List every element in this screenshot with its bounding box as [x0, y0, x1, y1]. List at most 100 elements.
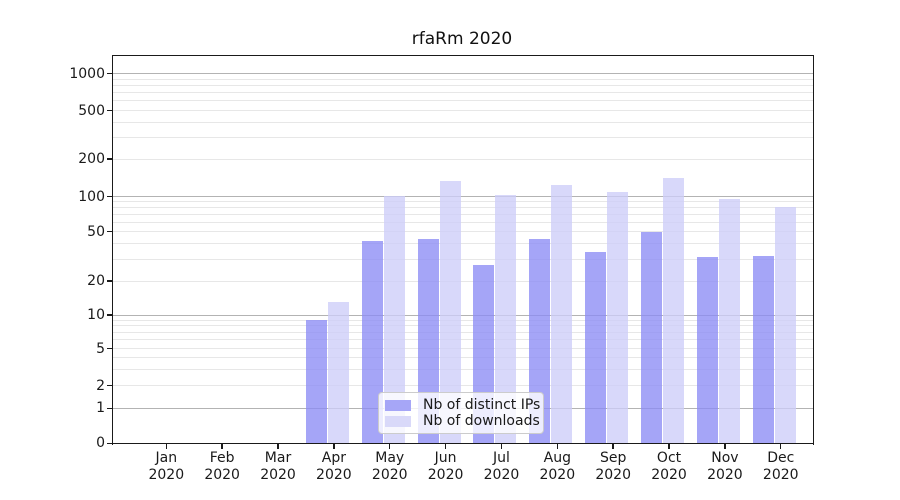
legend-item-distinct-ips: Nb of distinct IPs	[385, 397, 541, 413]
bar-downloads-apr	[327, 302, 349, 443]
x-tick-may	[389, 444, 391, 450]
y-tick-label-20: 20	[87, 273, 105, 289]
bar-distinct-ips-oct	[641, 231, 663, 443]
gridline-minor-20	[113, 280, 813, 282]
x-tick-label-nov: Nov 2020	[707, 450, 743, 483]
bar-distinct-ips-may	[361, 241, 383, 443]
legend-swatch-downloads	[385, 415, 411, 427]
chart-title: rfaRm 2020	[411, 29, 513, 49]
gridline-minor-600	[113, 100, 813, 102]
gridline-major-100	[113, 196, 813, 197]
bar-downloads-oct	[663, 178, 685, 443]
x-tick-oct	[668, 444, 670, 450]
bar-downloads-nov	[718, 199, 740, 443]
bar-distinct-ips-jun	[417, 238, 439, 443]
gridline-minor-30	[113, 258, 813, 260]
y-tick-20	[106, 280, 112, 282]
gridline-minor-60	[113, 221, 813, 223]
y-tick-1	[106, 407, 112, 409]
x-tick-nov	[724, 444, 726, 450]
gridline-minor-800	[113, 85, 813, 87]
gridline-minor-7	[113, 331, 813, 333]
gridline-minor-3	[113, 368, 813, 370]
bar-distinct-ips-sep	[585, 252, 607, 443]
gridline-minor-80	[113, 207, 813, 209]
y-tick-10	[106, 314, 112, 316]
y-tick-label-500: 500	[78, 102, 105, 119]
bar-downloads-jun	[439, 181, 461, 443]
bar-downloads-may	[383, 195, 405, 443]
gridline-major-1000	[113, 73, 813, 75]
legend-label-distinct-ips: Nb of distinct IPs	[423, 397, 541, 413]
gridline-minor-6	[113, 339, 813, 341]
bar-downloads-jul	[495, 194, 517, 443]
spine-left	[111, 54, 113, 445]
y-tick-label-5: 5	[96, 340, 105, 357]
y-tick-5	[106, 347, 112, 350]
legend: Nb of distinct IPs Nb of downloads	[378, 392, 544, 434]
x-tick-aug	[556, 444, 558, 450]
y-tick-200	[106, 158, 112, 160]
x-tick-label-may: May 2020	[371, 450, 408, 483]
x-tick-label-mar: Mar 2020	[260, 450, 296, 483]
x-tick-label-jan: Jan 2020	[148, 450, 185, 483]
x-tick-label-jul: Jul 2020	[483, 450, 520, 483]
y-tick-label-1: 1	[96, 400, 105, 417]
y-tick-50	[106, 231, 112, 233]
x-tick-sep	[612, 444, 614, 450]
y-tick-500	[106, 110, 112, 112]
x-tick-jun	[444, 444, 447, 450]
legend-swatch-distinct-ips	[385, 399, 411, 411]
bar-distinct-ips-dec	[752, 255, 774, 443]
y-tick-0	[106, 442, 112, 444]
gridline-minor-700	[113, 92, 813, 94]
x-tick-label-dec: Dec 2020	[762, 450, 799, 483]
legend-item-downloads: Nb of downloads	[385, 413, 540, 429]
spine-right	[812, 54, 814, 445]
spine-bottom	[111, 443, 814, 445]
y-tick-label-2: 2	[96, 377, 105, 394]
y-tick-label-100: 100	[78, 188, 105, 205]
gridline-minor-2	[113, 385, 813, 386]
x-tick-mar	[277, 444, 279, 450]
x-tick-label-jun: Jun 2020	[427, 450, 464, 483]
bar-downloads-aug	[551, 185, 573, 443]
x-tick-label-feb: Feb 2020	[204, 450, 240, 483]
y-tick-2	[106, 384, 112, 387]
spine-top	[111, 54, 814, 56]
y-tick-1000	[106, 73, 112, 75]
gridline-minor-8	[113, 325, 813, 327]
gridline-minor-200	[113, 158, 813, 160]
x-tick-label-sep: Sep 2020	[595, 450, 631, 483]
y-tick-label-0: 0	[96, 435, 105, 452]
y-tick-label-10: 10	[87, 307, 105, 323]
gridline-minor-90	[113, 201, 813, 203]
gridline-minor-500	[113, 110, 813, 112]
bar-distinct-ips-aug	[529, 238, 551, 443]
x-tick-feb	[221, 444, 223, 450]
y-tick-label-1000: 1000	[69, 65, 105, 82]
x-tick-label-oct: Oct 2020	[651, 450, 687, 483]
bar-distinct-ips-apr	[305, 320, 327, 443]
gridline-minor-300	[113, 137, 813, 139]
x-tick-dec	[780, 444, 782, 450]
gridline-minor-900	[113, 78, 813, 80]
bar-downloads-dec	[774, 207, 796, 443]
bar-downloads-sep	[607, 191, 629, 443]
y-tick-label-50: 50	[87, 223, 105, 240]
legend-label-downloads: Nb of downloads	[423, 413, 540, 429]
gridline-minor-50	[113, 231, 813, 233]
x-tick-jan	[165, 444, 167, 450]
gridline-minor-70	[113, 214, 813, 216]
x-tick-label-aug: Aug 2020	[539, 450, 576, 483]
gridline-minor-400	[113, 121, 813, 123]
gridline-minor-9	[113, 319, 813, 321]
x-tick-jul	[500, 444, 503, 450]
gridline-minor-4	[113, 357, 813, 358]
y-tick-100	[106, 195, 112, 198]
gridline-minor-5	[113, 348, 813, 349]
x-tick-apr	[333, 444, 335, 450]
bar-distinct-ips-nov	[696, 257, 718, 443]
y-tick-label-200: 200	[78, 151, 105, 167]
